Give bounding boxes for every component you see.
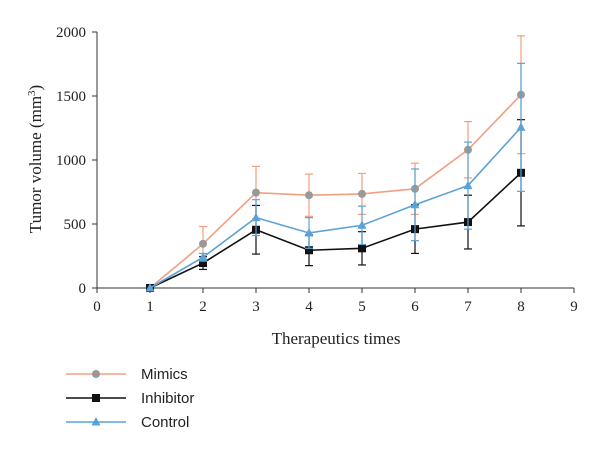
mimics-point [199,240,207,248]
control-point [252,213,261,222]
y-tick-label: 1000 [56,153,86,169]
legend: Mimics Inhibitor Control [66,366,194,431]
x-tick-label: 2 [199,299,207,315]
legend-item-mimics: Mimics [66,366,188,383]
x-tick-label: 1 [146,299,154,315]
inhibitor-point [358,244,366,252]
y-axis-title-main: Tumor volume (mm [26,96,45,233]
x-tick-label: 9 [570,299,578,315]
y-ticks: 0 500 1000 1500 2000 [56,25,97,297]
line-chart: 0 1 2 3 4 5 6 7 8 9 0 500 1000 1500 2000 Therapeutics… [0,0,600,455]
x-tick-label: 4 [305,299,313,315]
legend-item-control: Control [66,414,189,431]
control-point [517,122,526,131]
y-tick-label: 0 [79,281,87,297]
mimics-point [358,190,366,198]
x-tick-label: 6 [411,299,419,315]
x-ticks: 0 1 2 3 4 5 6 7 8 9 [93,288,578,315]
series-control [146,63,526,291]
y-axis-title: Tumor volume (mm3) [26,85,45,233]
series-layer [146,36,526,292]
inhibitor-line [150,173,521,288]
y-tick-label: 2000 [56,25,86,41]
y-axis-title-close: ) [26,85,45,91]
legend-label: Inhibitor [141,390,194,407]
x-tick-label: 8 [517,299,525,315]
mimics-point [252,189,260,197]
legend-label: Control [141,414,189,431]
x-tick-label: 3 [252,299,260,315]
legend-item-inhibitor: Inhibitor [66,390,194,407]
mimics-point [305,191,313,199]
legend-label: Mimics [141,366,188,383]
x-axis-title: Therapeutics times [272,329,401,348]
legend-swatch-marker [92,394,100,402]
x-tick-label: 5 [358,299,366,315]
legend-swatch-marker [92,370,100,378]
x-tick-label: 0 [93,299,101,315]
y-tick-label: 500 [64,217,87,233]
y-tick-label: 1500 [56,89,86,105]
x-tick-label: 7 [464,299,472,315]
